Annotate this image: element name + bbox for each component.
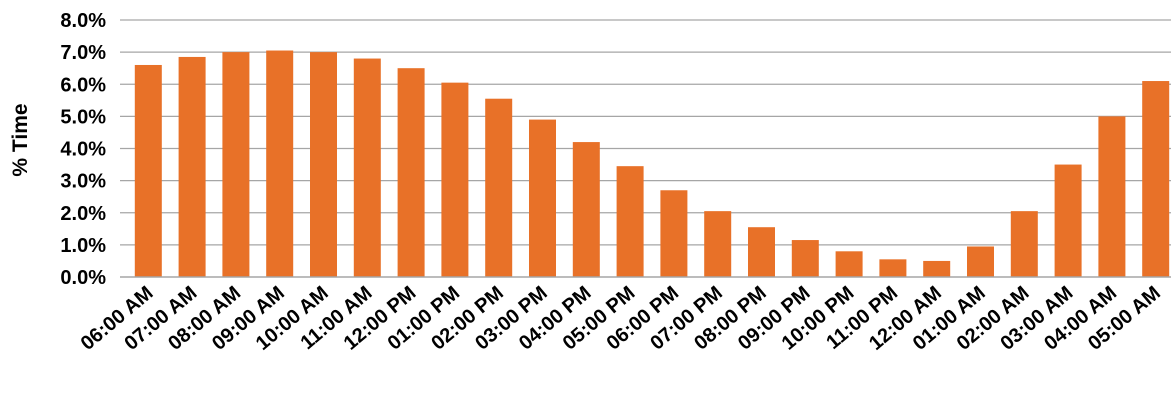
bar: [1054, 164, 1082, 277]
y-axis-ticks: 0.0% 1.0% 2.0% 3.0% 4.0% 5.0% 6.0% 7.0% 8.0%: [60, 10, 106, 289]
bar: [1010, 211, 1038, 277]
y-tick-label: 2.0%: [60, 203, 106, 225]
y-axis-title: % Time: [9, 103, 32, 176]
bars: [134, 50, 1170, 278]
grid-lines: [120, 19, 1171, 246]
y-tick-label: 8.0%: [60, 10, 106, 32]
bar: [1098, 116, 1126, 277]
bar: [178, 56, 206, 277]
bar: [791, 240, 819, 277]
y-tick-label: 5.0%: [60, 106, 106, 128]
bar: [310, 52, 337, 277]
bar: [660, 190, 688, 277]
y-tick-label: 1.0%: [60, 235, 106, 257]
bar: [835, 251, 863, 277]
bar: [441, 82, 469, 277]
bar: [616, 166, 644, 277]
y-tick-label: 3.0%: [60, 171, 106, 193]
bar: [923, 260, 951, 277]
bar: [704, 211, 732, 277]
bar: [879, 259, 907, 277]
bar: [353, 58, 381, 277]
bar: [748, 227, 775, 277]
y-tick-label: 6.0%: [60, 74, 106, 96]
bar: [529, 119, 556, 278]
bar: [266, 50, 294, 277]
bar: [222, 52, 250, 277]
bar: [485, 98, 513, 277]
y-tick-label: 7.0%: [60, 42, 106, 64]
bar: [1142, 81, 1170, 277]
bar: [967, 246, 994, 277]
bar: [397, 68, 425, 277]
y-tick-label: 4.0%: [60, 139, 106, 161]
y-tick-label: 0.0%: [60, 267, 106, 289]
bar: [572, 142, 600, 277]
bar: [134, 64, 162, 277]
